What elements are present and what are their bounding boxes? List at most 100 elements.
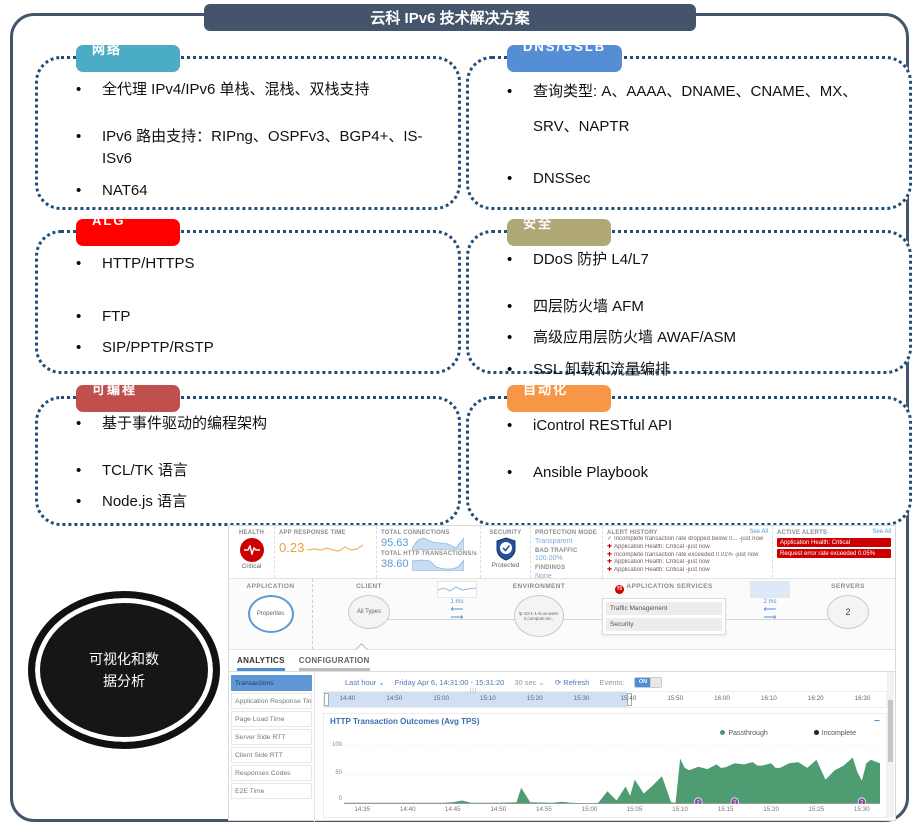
alert-history-item: Incomplete transaction rate dropped belo… [614, 536, 764, 542]
legend-passthrough: Passthrough [720, 730, 768, 737]
active-alerts-see-all-link[interactable]: See All [872, 529, 891, 535]
alert-history-item: Incomplete transaction rate exceeded 0.0… [614, 551, 759, 558]
sidebar-item-responses-codes[interactable]: Responses Codes [231, 765, 312, 781]
transactions-label: TOTAL HTTP TRANSACTIONS/s [381, 551, 477, 557]
tab-analytics[interactable]: ANALYTICS [237, 656, 285, 671]
application-node[interactable]: Properties [247, 595, 294, 633]
alert-history-see-all-link[interactable]: See All [749, 529, 768, 535]
alert-icon: ✚ [607, 567, 613, 574]
arrow-right-icon: ⟶ [450, 612, 464, 623]
art-value: 0.23 [279, 539, 305, 555]
latency-sparkline [750, 581, 790, 598]
security-status: Protected [491, 562, 520, 569]
timeline-tick: 16:00 [714, 695, 730, 702]
alert-history-item: Application Health: Critical -just now [614, 543, 710, 550]
arrow-right-icon: ⟶ [763, 612, 777, 623]
environment-label: ENVIRONMENT [512, 583, 566, 590]
servers-node[interactable]: 2 [827, 595, 869, 629]
service-row-traffic-management[interactable]: Traffic Management [606, 601, 722, 615]
feature-box-programmable-label: 可编程 [92, 385, 138, 397]
scrollbar-thumb[interactable] [888, 700, 893, 762]
kpi-app-response-time: APP RESPONSE TIME 0.23 [275, 526, 377, 578]
timeline-slider[interactable]: ||| 14:40 14:50 15:00 15:10 15:20 15:30 … [323, 688, 887, 708]
y-axis-labels: 100 50 0 [330, 740, 344, 804]
topology-strip: APPLICATION Properties CLIENT All Types … [229, 579, 895, 650]
chart-legend: Passthrough Incomplete [720, 730, 856, 737]
dashboard-tabs: ANALYTICS CONFIGURATION [229, 643, 895, 672]
feature-item: NAT64 [76, 180, 448, 203]
timeline-tick: 15:10 [480, 695, 496, 702]
health-label: HEALTH [238, 530, 265, 536]
servers-count: 2 [845, 607, 851, 617]
feature-box-alg-label: ALG [92, 219, 126, 228]
timeline-selected-range[interactable] [324, 692, 628, 707]
collapse-chart-icon[interactable]: − [874, 716, 880, 727]
tab-configuration[interactable]: CONFIGURATION [298, 656, 370, 671]
sidebar-item-client-side-rtt[interactable]: Client Side RTT [231, 747, 312, 763]
kpi-totals: TOTAL CONNECTIONS 95.63 TOTAL HTTP TRANS… [377, 526, 481, 578]
y-tick: 0 [338, 796, 342, 802]
arrow-left-icon: ⟵ [450, 604, 464, 614]
client-node[interactable]: All Types [348, 595, 390, 629]
timeline-tick: 16:20 [807, 695, 824, 702]
feature-item: 高级应用层防火墙 AWAF/ASM [507, 327, 899, 350]
events-toggle[interactable]: ON [634, 676, 663, 688]
outcomes-area-chart: 2 3 2 [344, 745, 880, 807]
kpi-security: SECURITY Protected [481, 526, 531, 578]
x-tick: 14:50 [490, 806, 507, 813]
feature-box-alg-tab: ALG [76, 219, 180, 246]
timeline-tick: 15:40 [620, 695, 637, 702]
topology-connector-line [349, 619, 849, 620]
security-label: SECURITY [489, 530, 522, 536]
environment-node-label: ip-10-1-1-9.us-west-2.compute.int... [518, 610, 560, 621]
interval-dropdown[interactable]: 30 sec ⌄ [514, 677, 545, 687]
art-sparkline [307, 544, 364, 552]
feature-item: Node.js 语言 [76, 491, 448, 514]
analytics-dashboard: HEALTH Critical APP RESPONSE TIME 0.23 T… [228, 525, 896, 822]
x-tick: 15:30 [853, 806, 870, 813]
chevron-down-icon: ⌄ [378, 677, 385, 687]
timeline-tick: 15:30 [573, 695, 590, 702]
feature-box-programmable-tab: 可编程 [76, 385, 180, 412]
sidebar-item-server-side-rtt[interactable]: Server Side RTT [231, 729, 312, 745]
timeline-tick: 16:10 [760, 695, 777, 702]
feature-box-security-label: 安全 [523, 219, 554, 231]
client-node-label: All Types [356, 609, 382, 615]
timeline-handle-left[interactable] [324, 693, 329, 706]
active-alerts-label: ACTIVE ALERTS [777, 530, 828, 536]
incomplete-dot-icon [813, 730, 819, 735]
x-tick: 14:35 [354, 806, 371, 813]
events-toggle-state: ON [635, 677, 651, 687]
svg-text:2: 2 [697, 800, 700, 804]
service-row-security[interactable]: Security [606, 617, 722, 631]
refresh-button[interactable]: ⟳ Refresh [554, 677, 590, 687]
feature-item: Ansible Playbook [507, 462, 899, 485]
server-latency: 2 ms [763, 599, 777, 605]
latency-sparkline [437, 581, 477, 598]
f5-logo-icon: f5 [615, 584, 625, 594]
services-servers-connector: 2 ms ⟵ ⟶ [739, 579, 801, 649]
time-preset-dropdown[interactable]: Last hour ⌄ [345, 677, 385, 687]
x-tick: 14:45 [444, 806, 461, 813]
sidebar-item-page-load-time[interactable]: Page Load Time [231, 711, 312, 727]
kpi-health: HEALTH Critical [229, 526, 275, 578]
feature-item: DDoS 防护 L4/L7 [507, 249, 899, 272]
kpi-alert-history: ALERT HISTORY See All ✓ Incomplete transa… [603, 526, 773, 578]
timeline-handle-right[interactable] [627, 693, 633, 706]
client-label: CLIENT [356, 583, 382, 590]
transactions-value: 38.60 [381, 558, 409, 570]
timeline-grip-icon[interactable]: ||| [470, 688, 478, 694]
application-services-label: f5 APPLICATION SERVICES [615, 583, 713, 594]
connections-value: 95.63 [381, 537, 409, 549]
dashboard-scrollbar[interactable] [887, 672, 894, 817]
environment-node[interactable]: ip-10-1-1-9.us-west-2.compute.int... [514, 595, 564, 637]
feature-box-automation-tab: 自动化 [507, 385, 611, 412]
alert-icon: ✚ [607, 559, 613, 566]
sidebar-item-transactions[interactable]: Transactions [231, 675, 312, 691]
timeline-tick: 14:40 [339, 695, 356, 702]
sidebar-item-application-response-time[interactable]: Application Response Time [231, 693, 312, 709]
visualization-bubble: 可视化和数 据分析 [28, 591, 220, 749]
alert-history-item: Application Health: Critical -just now [614, 567, 710, 574]
sidebar-item-e2e-time[interactable]: E2E Time [231, 783, 312, 799]
svg-text:2: 2 [860, 800, 863, 804]
